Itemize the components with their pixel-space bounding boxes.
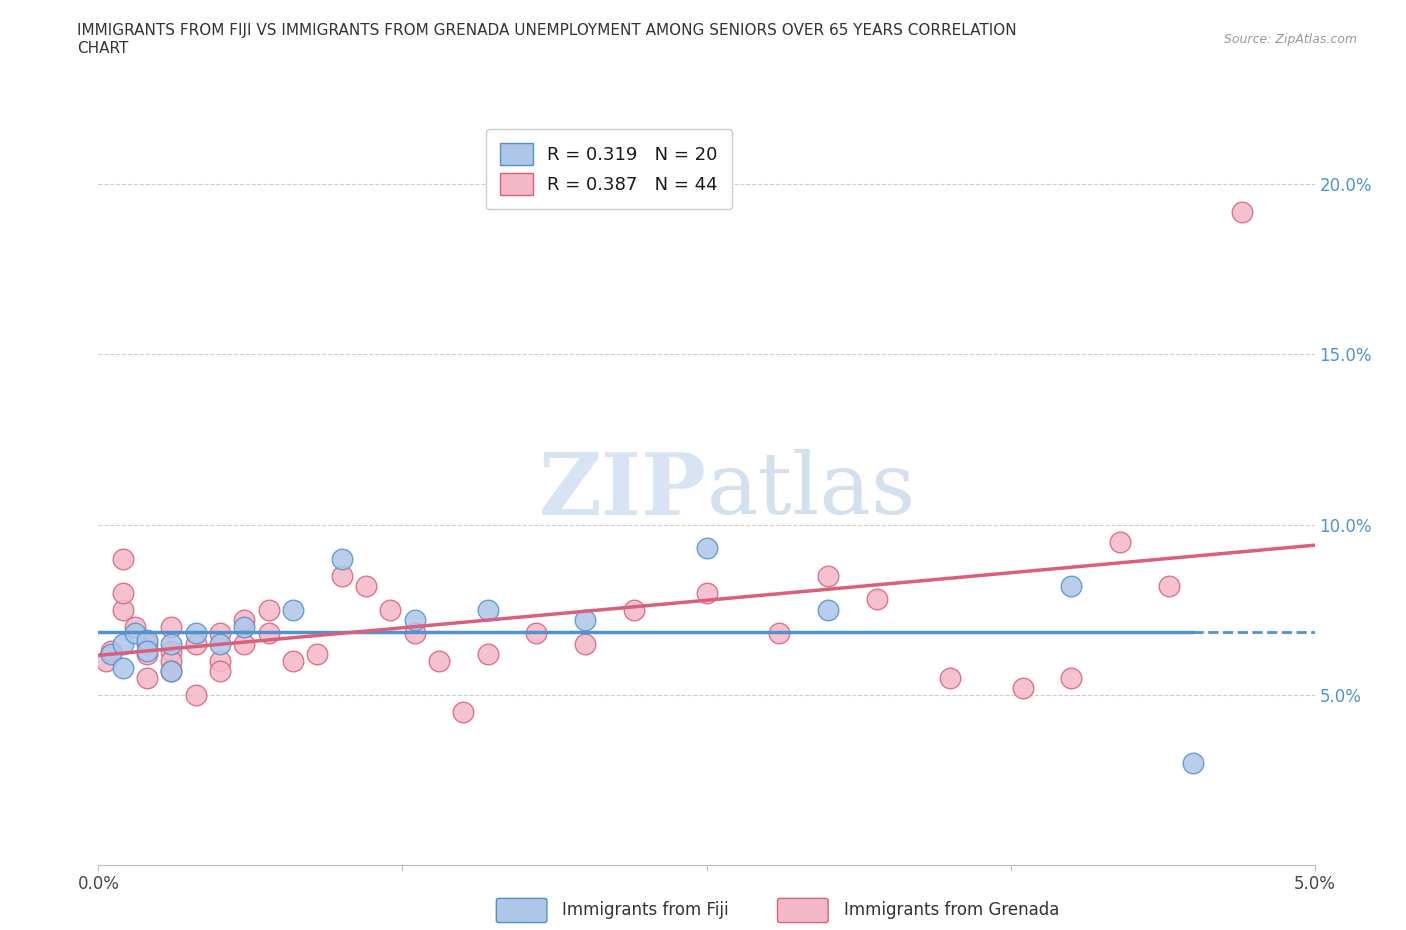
Point — [1182, 755, 1205, 770]
Point — [209, 663, 232, 678]
Point — [111, 603, 134, 618]
Point — [281, 603, 304, 618]
Point — [100, 643, 122, 658]
Point — [111, 636, 134, 651]
Point — [257, 626, 280, 641]
Point — [404, 613, 426, 628]
Legend: R = 0.319   N = 20, R = 0.387   N = 44: R = 0.319 N = 20, R = 0.387 N = 44 — [486, 129, 733, 209]
Text: ZIP: ZIP — [538, 448, 707, 533]
Point — [477, 646, 499, 661]
Point — [477, 603, 499, 618]
Point — [209, 653, 232, 668]
Text: Immigrants from Fiji: Immigrants from Fiji — [562, 900, 730, 919]
Point — [1060, 671, 1083, 685]
Point — [124, 619, 146, 634]
Point — [623, 603, 645, 618]
Point — [100, 646, 122, 661]
Point — [124, 626, 146, 641]
Point — [160, 636, 183, 651]
Point — [768, 626, 790, 641]
Point — [453, 704, 475, 719]
Point — [1060, 578, 1083, 593]
Point — [136, 632, 159, 647]
Text: atlas: atlas — [707, 449, 915, 532]
Point — [330, 568, 353, 583]
Point — [94, 653, 117, 668]
Point — [330, 551, 353, 566]
Point — [160, 643, 183, 658]
Point — [866, 592, 889, 607]
Point — [427, 653, 450, 668]
Point — [184, 636, 207, 651]
Point — [184, 626, 207, 641]
Point — [233, 636, 256, 651]
Point — [1157, 578, 1180, 593]
Point — [380, 603, 402, 618]
Point — [696, 541, 718, 556]
Point — [160, 663, 183, 678]
Point — [939, 671, 962, 685]
Point — [160, 619, 183, 634]
Point — [1109, 534, 1132, 549]
Point — [136, 671, 159, 685]
Point — [574, 613, 596, 628]
Point — [524, 626, 547, 641]
Point — [233, 619, 256, 634]
Point — [817, 568, 839, 583]
Point — [574, 636, 596, 651]
Text: IMMIGRANTS FROM FIJI VS IMMIGRANTS FROM GRENADA UNEMPLOYMENT AMONG SENIORS OVER : IMMIGRANTS FROM FIJI VS IMMIGRANTS FROM … — [77, 23, 1017, 56]
Point — [184, 687, 207, 702]
Point — [136, 636, 159, 651]
Point — [307, 646, 329, 661]
Point — [696, 585, 718, 600]
Point — [354, 578, 377, 593]
Point — [1011, 681, 1033, 696]
Point — [111, 585, 134, 600]
Point — [817, 603, 839, 618]
Point — [111, 660, 134, 675]
Point — [136, 646, 159, 661]
Point — [136, 643, 159, 658]
Point — [209, 636, 232, 651]
Point — [1230, 204, 1253, 219]
Point — [281, 653, 304, 668]
Point — [160, 663, 183, 678]
Point — [257, 603, 280, 618]
Point — [209, 626, 232, 641]
Text: Source: ZipAtlas.com: Source: ZipAtlas.com — [1223, 33, 1357, 46]
Point — [404, 626, 426, 641]
Point — [111, 551, 134, 566]
Point — [233, 613, 256, 628]
Text: Immigrants from Grenada: Immigrants from Grenada — [844, 900, 1059, 919]
Point — [160, 653, 183, 668]
